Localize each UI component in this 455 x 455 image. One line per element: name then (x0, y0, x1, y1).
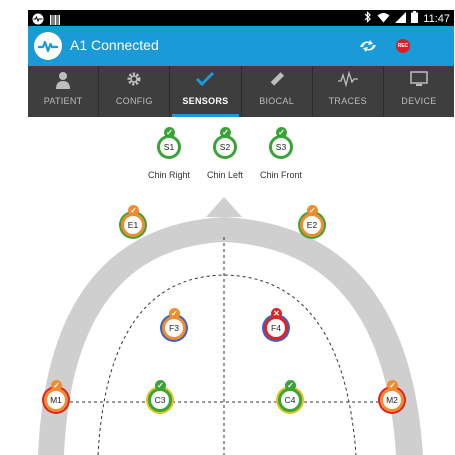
app-bar: A1 Connected REC (28, 26, 454, 66)
tab-patient[interactable]: PATIENT (28, 66, 100, 117)
monitor-icon (410, 71, 428, 89)
check-badge-icon: ✓ (51, 380, 62, 391)
check-badge-icon: ✓ (285, 380, 296, 391)
record-button[interactable]: REC (396, 39, 410, 53)
app-notification-icon (32, 12, 44, 30)
waveform-icon (337, 70, 359, 89)
head-diagram (38, 197, 423, 455)
sensor-label: E1 (127, 220, 139, 230)
tab-sensors[interactable]: SENSORS (170, 66, 242, 117)
tab-label: BIOCAL (259, 96, 294, 106)
sensor-f3[interactable]: F3 ✓ (160, 308, 188, 342)
check-badge-icon: ✓ (220, 127, 231, 138)
sensor-label: E2 (306, 220, 318, 230)
app-title: A1 Connected (70, 37, 159, 53)
sensor-s1[interactable]: S1 ✓ (155, 127, 183, 161)
signal-icon (395, 11, 407, 26)
tab-config[interactable]: CONFIG (99, 66, 171, 117)
tab-biocal[interactable]: BIOCAL (242, 66, 313, 117)
bluetooth-icon (364, 11, 372, 26)
active-tab-indicator (172, 114, 239, 117)
check-badge-icon: ✓ (169, 308, 180, 319)
sensor-s3[interactable]: S3 ✓ (267, 127, 295, 161)
sensor-c4[interactable]: C4 ✓ (276, 380, 304, 414)
check-badge-icon: ✓ (387, 380, 398, 391)
sensor-e2[interactable]: E2 ✓ (298, 205, 326, 239)
sensor-s2[interactable]: S2 ✓ (211, 127, 239, 161)
checkmark-icon (195, 71, 215, 89)
tab-traces[interactable]: TRACES (313, 66, 384, 117)
tab-label: TRACES (328, 96, 367, 106)
barcode-icon (50, 12, 60, 30)
app-logo-icon (34, 32, 62, 60)
tab-label: DEVICE (401, 96, 437, 106)
sensor-label: M2 (386, 395, 398, 405)
wifi-icon (377, 12, 390, 26)
sensor-label: C3 (154, 395, 166, 405)
check-badge-icon: ✓ (155, 380, 166, 391)
sensor-c3[interactable]: C3 ✓ (146, 380, 174, 414)
sensor-m1[interactable]: M1 ✓ (42, 380, 70, 414)
error-badge-icon: ✕ (271, 308, 282, 319)
sensor-f4[interactable]: F4 ✕ (262, 308, 290, 342)
check-badge-icon: ✓ (276, 127, 287, 138)
clock-time: 11:47 (423, 12, 450, 25)
gear-icon (126, 71, 142, 89)
tab-label: PATIENT (43, 96, 83, 106)
sensor-label: C4 (284, 395, 296, 405)
chin-front-label: Chin Front (259, 170, 303, 180)
sensor-e1[interactable]: E1 ✓ (119, 205, 147, 239)
check-badge-icon: ✓ (307, 205, 318, 216)
sensor-label: F4 (271, 323, 281, 333)
tab-label: CONFIG (115, 96, 153, 106)
sensor-label: S3 (275, 142, 287, 152)
chin-right-label: Chin Right (147, 170, 191, 180)
sensor-label: M1 (50, 395, 62, 405)
sensor-m2[interactable]: M2 ✓ (378, 380, 406, 414)
person-icon (55, 71, 71, 89)
bluetooth-sync-icon[interactable] (358, 38, 378, 59)
status-bar: 11:47 (28, 10, 454, 26)
tab-label: SENSORS (182, 96, 229, 106)
sensor-map: S1 ✓ Chin Right S2 ✓ Chin Left S3 ✓ Chin… (28, 117, 454, 455)
check-badge-icon: ✓ (164, 127, 175, 138)
tab-device[interactable]: DEVICE (384, 66, 454, 117)
battery-icon (411, 11, 419, 26)
chin-left-label: Chin Left (206, 170, 244, 180)
main-tabs: PATIENT CONFIG SENSORS BIOCAL TRACES DEV… (28, 66, 454, 117)
sensor-label: S2 (219, 142, 231, 152)
check-badge-icon: ✓ (128, 205, 139, 216)
ruler-icon (268, 71, 286, 89)
sensor-label: S1 (163, 142, 175, 152)
sensor-label: F3 (169, 323, 179, 333)
